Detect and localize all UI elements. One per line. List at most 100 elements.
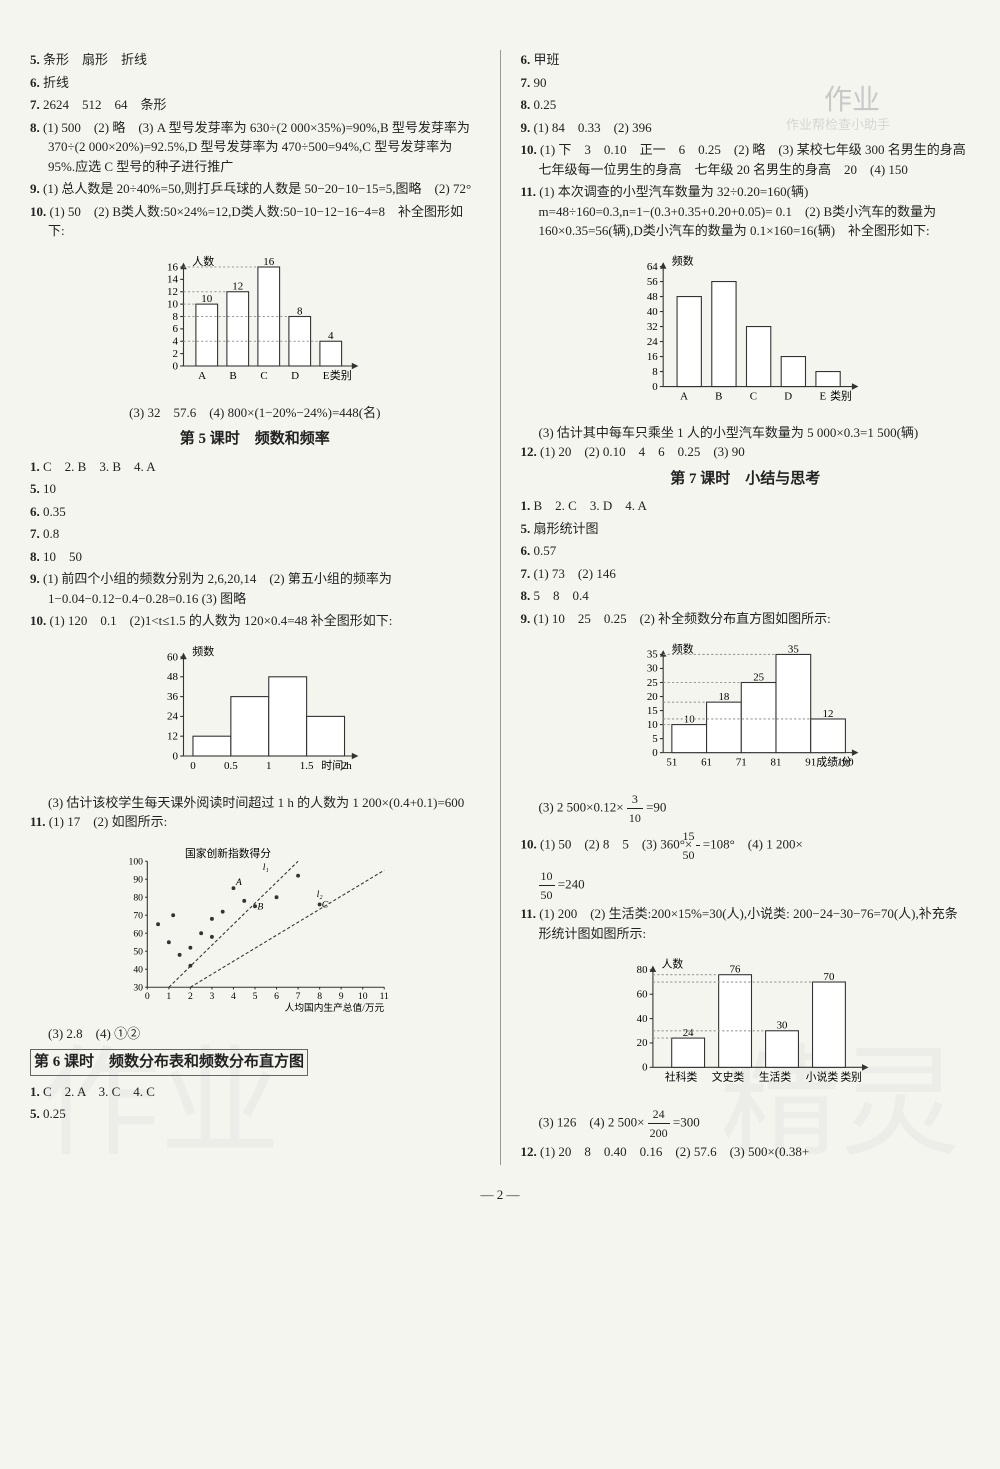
text: 0.25 xyxy=(534,97,557,112)
text: 条形 扇形 折线 xyxy=(43,52,147,67)
bar-chart-5: 02040608024763070社科类文史类生活类小说类人数类别 xyxy=(615,949,875,1099)
right-q7: 7. 90 xyxy=(521,73,971,93)
s5-q9: 9. (1) 前四个小组的频数分别为 2,6,20,14 (2) 第五小组的频率… xyxy=(30,569,480,608)
left-q5: 5. 条形 扇形 折线 xyxy=(30,50,480,70)
svg-text:类别: 类别 xyxy=(330,368,352,382)
right-column: 6. 甲班 7. 90 8. 0.25 9. (1) 84 0.33 (2) 3… xyxy=(521,50,971,1165)
s7-q6: 6. 0.57 xyxy=(521,541,971,561)
svg-text:频数: 频数 xyxy=(192,643,214,657)
svg-text:40: 40 xyxy=(133,964,143,975)
s6-q1-4: 1. C 2. A 3. C 4. C xyxy=(30,1082,480,1102)
svg-text:0.5: 0.5 xyxy=(224,760,238,772)
right-q10: 10. (1) 下 3 0.10 正一 6 0.25 (2) 略 (3) 某校七… xyxy=(521,140,971,179)
text: (1) 73 (2) 146 xyxy=(534,566,616,581)
s7-q11a: 11. (1) 200 (2) 生活类:200×15%=30(人),小说类: 2… xyxy=(521,904,971,943)
svg-text:60: 60 xyxy=(637,988,648,1000)
text: (1) 10 25 0.25 (2) 补全频数分布直方图如图所示: xyxy=(534,611,831,626)
svg-text:A: A xyxy=(680,390,688,402)
svg-text:10: 10 xyxy=(201,292,213,304)
svg-text:32: 32 xyxy=(647,320,658,332)
text: 2624 512 64 条形 xyxy=(43,97,167,112)
right-q8: 8. 0.25 xyxy=(521,95,971,115)
text: 0.25 xyxy=(43,1106,66,1121)
svg-text:8: 8 xyxy=(172,310,178,322)
svg-text:12: 12 xyxy=(167,286,178,298)
svg-text:76: 76 xyxy=(730,964,741,976)
s5-q10a: 10. (1) 120 0.1 (2)1<t≤1.5 的人数为 120×0.4=… xyxy=(30,611,480,631)
svg-text:25: 25 xyxy=(647,677,658,689)
svg-text:B: B xyxy=(229,370,236,382)
text: 0.8 xyxy=(43,526,59,541)
fraction: 1050 xyxy=(539,867,555,904)
svg-text:10: 10 xyxy=(647,719,658,731)
svg-text:A: A xyxy=(198,370,206,382)
svg-text:8: 8 xyxy=(297,305,303,317)
text: B 2. C 3. D 4. A xyxy=(534,498,647,513)
svg-text:16: 16 xyxy=(263,255,275,267)
svg-text:频数: 频数 xyxy=(672,641,694,655)
fraction: 310 xyxy=(627,790,643,827)
right-q6: 6. 甲班 xyxy=(521,50,971,70)
text: (1) 84 0.33 (2) 396 xyxy=(534,120,652,135)
svg-text:15: 15 xyxy=(647,705,658,717)
numerator: 10 xyxy=(539,867,555,886)
svg-text:4: 4 xyxy=(328,330,334,342)
right-q11b: (3) 估计其中每车只乘坐 1 人的小型汽车数量为 5 000×0.3=1 50… xyxy=(521,423,971,443)
svg-text:40: 40 xyxy=(647,305,658,317)
s5-q6: 6. 0.35 xyxy=(30,502,480,522)
svg-text:频数: 频数 xyxy=(672,253,694,267)
text: (1) 前四个小组的频数分别为 2,6,20,14 (2) 第五小组的频率为 1… xyxy=(43,571,392,606)
svg-text:0: 0 xyxy=(172,750,178,762)
numerator: 3 xyxy=(627,790,643,809)
text: (1) 下 3 0.10 正一 6 0.25 (2) 略 (3) 某校七年级 3… xyxy=(539,142,979,177)
svg-text:B: B xyxy=(715,390,722,402)
left-column: 5. 条形 扇形 折线 6. 折线 7. 2624 512 64 条形 8. (… xyxy=(30,50,480,1165)
svg-text:E: E xyxy=(322,370,329,382)
svg-text:35: 35 xyxy=(788,643,799,655)
svg-text:0: 0 xyxy=(653,380,659,392)
text: (1) 200 (2) 生活类:200×15%=30(人),小说类: 200−2… xyxy=(539,906,958,941)
s7-q9a: 9. (1) 10 25 0.25 (2) 补全频数分布直方图如图所示: xyxy=(521,609,971,629)
text: =108° (4) 1 200× xyxy=(703,836,803,851)
svg-text:24: 24 xyxy=(683,1027,694,1039)
svg-text:0: 0 xyxy=(190,760,196,772)
svg-text:0: 0 xyxy=(172,360,178,372)
text: (1) 500 (2) 略 (3) A 型号发芽率为 630÷(2 000×35… xyxy=(43,120,470,174)
text: C 2. B 3. B 4. A xyxy=(43,459,156,474)
s5-q11b: (3) 2.8 (4) ①② xyxy=(30,1024,480,1044)
svg-text:70: 70 xyxy=(824,971,835,983)
svg-text:71: 71 xyxy=(736,757,747,769)
svg-text:生活类: 生活类 xyxy=(759,1069,792,1083)
svg-text:小说类: 小说类 xyxy=(806,1069,839,1083)
svg-text:国家创新指数得分: 国家创新指数得分 xyxy=(185,846,271,859)
svg-text:56: 56 xyxy=(647,275,658,287)
text: (1) 120 0.1 (2)1<t≤1.5 的人数为 120×0.4=48 补… xyxy=(50,613,393,628)
numerator: 24 xyxy=(648,1105,670,1124)
s5-q5: 5. 10 xyxy=(30,479,480,499)
text: 10 xyxy=(43,481,56,496)
left-q7: 7. 2624 512 64 条形 xyxy=(30,95,480,115)
right-q9: 9. (1) 84 0.33 (2) 396 xyxy=(521,118,971,138)
svg-text:9: 9 xyxy=(338,991,343,1002)
svg-text:D: D xyxy=(291,370,299,382)
scatter-chart: 3040506070809010001234567891011国家创新指数得分人… xyxy=(115,838,395,1018)
svg-text:6: 6 xyxy=(172,323,178,335)
s7-q8: 8. 5 8 0.4 xyxy=(521,586,971,606)
bar-chart-1: 024681012141610121684ABCDE人数类别 xyxy=(145,247,365,397)
text: =300 xyxy=(673,1114,700,1129)
svg-text:61: 61 xyxy=(701,757,712,769)
svg-text:7: 7 xyxy=(295,991,300,1002)
svg-text:20: 20 xyxy=(637,1037,648,1049)
svg-text:51: 51 xyxy=(667,757,678,769)
svg-text:24: 24 xyxy=(167,710,179,722)
svg-text:8: 8 xyxy=(653,365,659,377)
svg-text:48: 48 xyxy=(647,290,658,302)
svg-text:14: 14 xyxy=(167,273,179,285)
svg-text:12: 12 xyxy=(167,730,178,742)
text: (1) 20 (2) 0.10 4 6 0.25 (3) 90 xyxy=(540,444,745,459)
right-q11a: 11. (1) 本次调查的小型汽车数量为 32÷0.20=160(辆) m=48… xyxy=(521,182,971,241)
denominator: 50 xyxy=(539,886,555,904)
column-divider xyxy=(500,50,501,1165)
s6-q5: 5. 0.25 xyxy=(30,1104,480,1124)
text: (1) 20 8 0.40 0.16 (2) 57.6 (3) 500×(0.3… xyxy=(540,1144,809,1159)
